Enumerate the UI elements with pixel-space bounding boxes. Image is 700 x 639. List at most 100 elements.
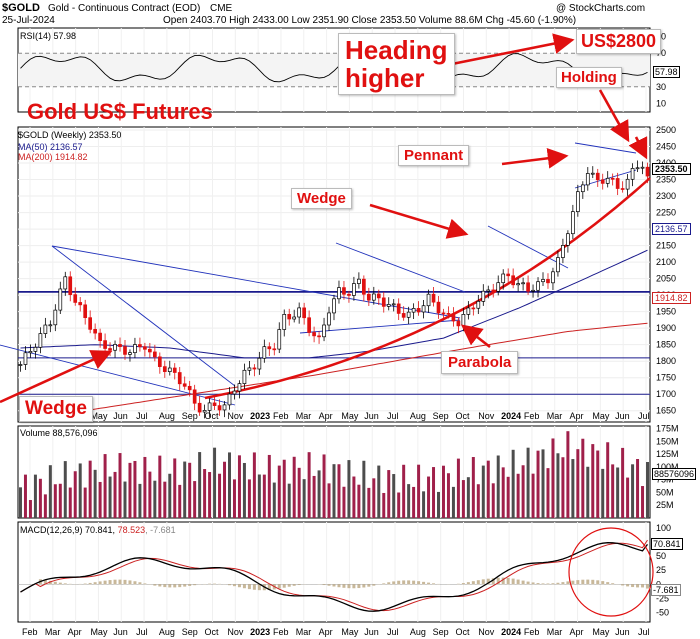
- volume-tick-label: 125M: [656, 449, 679, 459]
- volume-bar: [302, 479, 306, 518]
- volume-bar: [78, 463, 82, 518]
- candle-body: [386, 304, 391, 307]
- candle-body: [366, 293, 371, 301]
- volume-bar: [531, 473, 535, 518]
- volume-bar: [461, 480, 465, 518]
- candle-body: [536, 281, 540, 291]
- volume-bar: [267, 454, 271, 518]
- volume-bar: [98, 481, 102, 518]
- annotation-wedge-left: Wedge: [19, 396, 93, 422]
- annotation-wedge-mid: Wedge: [291, 188, 352, 209]
- annotation-arrow: [369, 203, 469, 239]
- volume-bar: [168, 473, 172, 518]
- x-tick-label-bottom: Apr: [570, 627, 584, 637]
- annotation-arrow: [0, 350, 113, 404]
- candle-body: [541, 279, 545, 283]
- candle-body: [48, 324, 53, 327]
- x-tick-label-price: Sep: [433, 411, 449, 421]
- candle-body: [197, 402, 202, 413]
- macd-label-hist: , -7.681: [145, 525, 176, 535]
- x-tick-label-bottom: Sep: [433, 627, 449, 637]
- macd-histogram-bar: [93, 582, 97, 585]
- candle-body: [227, 393, 232, 406]
- volume-bar: [417, 464, 421, 518]
- candle-body: [461, 314, 466, 327]
- candle-body: [491, 289, 496, 292]
- volume-bar: [292, 456, 296, 518]
- candle-body: [272, 348, 277, 351]
- candle-body: [153, 351, 157, 358]
- x-tick-label-bottom: Nov: [478, 627, 495, 637]
- ohlc-readout: Open 2403.70 High 2433.00 Low 2351.90 Cl…: [163, 15, 577, 26]
- volume-bar: [18, 487, 22, 518]
- macd-label-main: MACD(12,26,9) 70.841,: [20, 525, 118, 535]
- macd-histogram-bar: [372, 584, 376, 586]
- candle-body: [128, 352, 132, 355]
- volume-bar: [566, 431, 570, 518]
- x-tick-label-price: Aug: [159, 411, 175, 421]
- candle-body: [172, 367, 177, 373]
- candle-body: [108, 348, 112, 351]
- volume-bar: [432, 467, 436, 518]
- volume-bar: [277, 465, 281, 518]
- candle-body: [605, 177, 610, 184]
- macd-histogram-bar: [571, 580, 575, 585]
- volume-bar: [481, 465, 485, 518]
- volume-bar: [641, 486, 645, 518]
- volume-bar: [616, 467, 620, 518]
- annotation-pennant: Pennant: [398, 145, 470, 166]
- macd-histogram-bar: [193, 584, 197, 586]
- macd-histogram-bar: [128, 580, 132, 585]
- volume-bar: [491, 483, 495, 518]
- candle-body: [521, 282, 525, 285]
- candle-body: [337, 287, 341, 300]
- volume-bar: [133, 460, 137, 518]
- candle-body: [625, 178, 630, 190]
- macd-histogram-bar: [392, 581, 396, 585]
- chart-symbol: $GOLD: [2, 2, 40, 14]
- x-tick-label-price: May: [341, 411, 359, 421]
- x-tick-label-price: Mar: [296, 411, 312, 421]
- macd-histogram-bar: [237, 584, 241, 588]
- x-tick-label-price: Mar: [547, 411, 563, 421]
- volume-bar: [158, 455, 162, 518]
- candle-body: [471, 307, 476, 310]
- candle-body: [167, 367, 172, 372]
- annotation-target: US$2800: [576, 29, 662, 54]
- volume-bar: [466, 477, 470, 518]
- volume-bar: [218, 473, 222, 518]
- candle-body: [371, 293, 376, 301]
- macd-histogram-bar: [511, 578, 515, 585]
- x-tick-label-bottom: Oct: [455, 627, 470, 637]
- volume-bar: [451, 486, 455, 518]
- macd-histogram-bar: [501, 577, 505, 585]
- volume-bar: [511, 449, 515, 518]
- macd-histogram-bar: [412, 580, 416, 585]
- volume-bar: [237, 455, 241, 518]
- volume-bar: [412, 486, 416, 518]
- volume-bar: [48, 465, 52, 518]
- candle-body: [287, 314, 292, 320]
- candle-body: [347, 293, 351, 296]
- macd-histogram-bar: [556, 582, 560, 585]
- macd-histogram-bar: [486, 578, 490, 585]
- x-tick-label-price: May: [90, 411, 108, 421]
- x-tick-label-bottom: Oct: [205, 627, 220, 637]
- macd-histogram-bar: [417, 581, 421, 585]
- macd-histogram-bar: [108, 580, 112, 585]
- volume-tick-label: 150M: [656, 436, 679, 446]
- volume-bar: [332, 464, 336, 518]
- macd-histogram-bar: [183, 584, 187, 587]
- candle-body: [501, 273, 506, 284]
- candle-body: [297, 307, 302, 318]
- volume-bar: [636, 459, 640, 518]
- volume-bar: [606, 442, 610, 518]
- macd-histogram-bar: [521, 580, 525, 585]
- price-tick-label: 1850: [656, 340, 676, 350]
- macd-histogram-bar: [596, 580, 600, 585]
- legend-ma200: MA(200) 1914.82: [18, 152, 88, 162]
- candle-body: [192, 389, 197, 404]
- price-tick-label: 1900: [656, 323, 676, 333]
- candle-body: [342, 287, 346, 295]
- volume-bar: [228, 452, 231, 518]
